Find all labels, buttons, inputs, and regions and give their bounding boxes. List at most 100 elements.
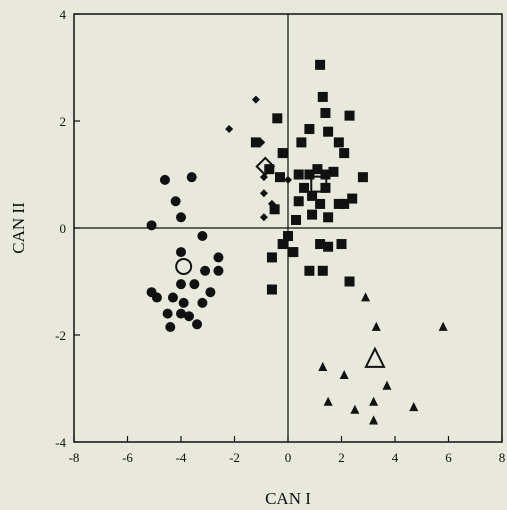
square-point (307, 209, 318, 220)
square-point (250, 137, 261, 148)
circle-point (192, 319, 203, 330)
square-point (293, 196, 304, 207)
square-point (317, 265, 328, 276)
triangle-point (371, 321, 381, 331)
square-point (339, 148, 350, 159)
circle-point (176, 279, 186, 290)
square-point (272, 113, 283, 124)
square-point (299, 182, 310, 193)
square-point (277, 148, 288, 159)
y-tick-label: -2 (55, 328, 66, 343)
circle-point (170, 196, 181, 207)
circle-point (159, 174, 170, 185)
circle-point (176, 247, 186, 258)
square-point (328, 166, 339, 177)
square-point (315, 59, 326, 70)
circle-point (176, 308, 186, 319)
square-point (344, 276, 355, 287)
y-axis-label: CAN II (9, 202, 28, 254)
square-point (304, 169, 315, 180)
square-point (315, 239, 326, 250)
y-tick-label: 2 (60, 114, 67, 129)
data-marks (146, 59, 448, 425)
circle-point (146, 220, 157, 231)
circle-point (186, 172, 197, 183)
circle-point (178, 297, 189, 308)
square-point (307, 190, 318, 201)
circle-point (200, 265, 211, 276)
triangle-point (318, 361, 328, 371)
x-tick-label: 6 (445, 450, 452, 465)
square-point (264, 164, 275, 175)
y-tick-label: 4 (60, 7, 67, 22)
square-point (274, 172, 285, 183)
x-tick-label: 8 (499, 450, 506, 465)
square-point (269, 204, 280, 215)
triangle-point (369, 415, 379, 425)
x-tick-label: -8 (69, 450, 80, 465)
diamond-centroid (255, 156, 276, 177)
triangle-point (323, 396, 333, 406)
square-point (293, 169, 304, 180)
x-axis-label: CAN I (265, 489, 311, 508)
square-centroid (310, 175, 328, 193)
triangle-centroid (364, 346, 386, 368)
circle-point (197, 231, 208, 242)
square-point (344, 110, 355, 121)
square-point (266, 284, 277, 295)
square-point (266, 252, 277, 263)
circle-point (184, 311, 195, 322)
x-tick-label: -6 (122, 450, 133, 465)
circle-point (197, 297, 208, 308)
square-point (333, 198, 344, 209)
circle-point (189, 279, 200, 290)
square-point (339, 198, 350, 209)
x-tick-label: -4 (176, 450, 187, 465)
circle-point (167, 292, 178, 303)
y-tick-label: -4 (55, 435, 66, 450)
y-tick-label: 0 (60, 221, 67, 236)
square-point (296, 137, 307, 148)
square-point (277, 239, 288, 250)
diamond-point (284, 175, 292, 184)
triangle-point (350, 404, 360, 414)
square-point (320, 107, 331, 118)
square-point (312, 164, 323, 175)
square-point (315, 198, 326, 209)
square-point (317, 91, 328, 102)
square-point (304, 124, 315, 135)
square-point (291, 214, 302, 225)
triangle-point (369, 396, 379, 406)
x-tick-label: 0 (285, 450, 292, 465)
circle-centroid (175, 258, 193, 276)
square-point (333, 137, 344, 148)
square-point (323, 126, 334, 137)
diamond-point (225, 125, 234, 134)
square-point (347, 193, 358, 204)
circle-point (165, 321, 176, 332)
x-tick-label: -2 (229, 450, 240, 465)
square-point (320, 169, 331, 180)
circle-point (213, 252, 224, 263)
square-point (357, 172, 368, 183)
diamond-point (259, 189, 268, 198)
square-point (288, 247, 299, 258)
square-point (323, 241, 334, 252)
circle-point (151, 292, 162, 303)
triangle-point (409, 402, 419, 412)
triangle-point (339, 369, 349, 380)
x-tick-label: 2 (338, 450, 345, 465)
circle-point (176, 212, 186, 223)
triangle-point (438, 321, 448, 331)
square-point (336, 239, 347, 250)
circle-point (213, 265, 224, 276)
axis-ticks: -8 -6 -4 -2 0 2 4 6 8 -4 -2 0 2 4 (55, 7, 505, 465)
circle-point (162, 308, 173, 319)
x-tick-label: 4 (392, 450, 399, 465)
diamond-point (259, 213, 268, 222)
diamond-point (251, 95, 260, 104)
square-point (323, 212, 334, 223)
square-point (304, 265, 315, 276)
square-point (283, 231, 293, 242)
